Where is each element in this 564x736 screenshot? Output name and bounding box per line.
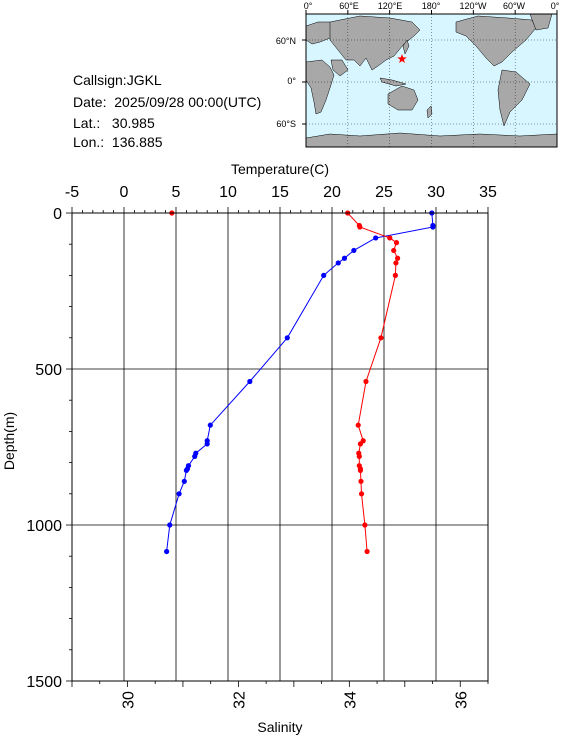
top-axis-title: Temperature(C) bbox=[231, 161, 329, 177]
top-axis-tick-label: 5 bbox=[172, 184, 181, 201]
temperature-point bbox=[341, 255, 348, 261]
top-axis-tick-label: 0 bbox=[120, 184, 129, 201]
salinity-point bbox=[362, 522, 368, 528]
map-label-eq: 0° bbox=[287, 76, 296, 86]
map-label-0e: 0° bbox=[304, 1, 313, 11]
star-icon bbox=[397, 54, 407, 63]
y-axis-tick-label: 1500 bbox=[26, 674, 62, 691]
top-axis-tick-label: -5 bbox=[65, 184, 79, 201]
longitude-label: Lon.: 136.885 bbox=[73, 134, 163, 150]
callsign-label: Callsign:JGKL bbox=[73, 72, 162, 88]
map-label-180: 180° bbox=[422, 1, 441, 11]
top-axis-tick-label: 10 bbox=[219, 184, 237, 201]
map-land-arabia bbox=[330, 59, 349, 77]
temperature-point bbox=[192, 453, 198, 459]
temperature-point bbox=[351, 247, 357, 254]
y-axis-tick-label: 1000 bbox=[26, 518, 62, 535]
y-axis-tick-label: 500 bbox=[35, 362, 62, 379]
temperature-point bbox=[321, 272, 327, 278]
temperature-point bbox=[204, 441, 210, 447]
map-ticks bbox=[302, 10, 558, 125]
temperature-line bbox=[166, 212, 434, 552]
map-label-60n: 60°N bbox=[276, 36, 296, 46]
salinity-point bbox=[393, 260, 399, 266]
temperature-point bbox=[207, 422, 213, 428]
salinity-point bbox=[391, 247, 397, 254]
salinity-point bbox=[393, 240, 400, 246]
map-land bbox=[305, 13, 558, 148]
salinity-point bbox=[357, 467, 364, 473]
temperature-point bbox=[183, 467, 189, 473]
map-land-japan bbox=[402, 39, 410, 55]
bottom-axis-title: Salinity bbox=[257, 719, 302, 735]
salinity-point bbox=[364, 548, 370, 555]
temperature-point bbox=[373, 235, 379, 241]
bottom-axis-tick-label: 30 bbox=[120, 691, 137, 709]
temperature-point bbox=[247, 378, 253, 385]
map-land-south-america bbox=[497, 69, 531, 127]
map-land-africa bbox=[305, 59, 335, 115]
temperature-point bbox=[164, 548, 170, 555]
temperature-point bbox=[430, 224, 436, 230]
top-axis-tick-label: 25 bbox=[375, 184, 393, 201]
bottom-axis-tick-label: 36 bbox=[453, 691, 470, 709]
salinity-point bbox=[378, 335, 384, 341]
salinity-point bbox=[358, 491, 365, 497]
top-axis-tick-label: 35 bbox=[479, 184, 497, 201]
world-map: 0° 60°E 120°E 180° 120°W 60°W 0° 60°N 0°… bbox=[276, 1, 560, 148]
latitude-label: Lat.: 30.985 bbox=[73, 115, 155, 131]
temperature-point bbox=[335, 260, 341, 266]
y-axis-tick-label: 0 bbox=[53, 206, 62, 223]
bottom-axis-tick-label: 34 bbox=[342, 691, 359, 709]
salinity-point bbox=[394, 255, 401, 261]
salinity-point bbox=[363, 378, 369, 385]
map-land-asia bbox=[329, 15, 421, 71]
salinity-point bbox=[357, 224, 363, 230]
map-label-120e: 120°E bbox=[378, 1, 403, 11]
plot-frame bbox=[71, 212, 489, 682]
date-label: Date: 2025/09/28 00:00(UTC) bbox=[73, 94, 262, 110]
salinity-point bbox=[356, 453, 362, 459]
map-label-120w: 120°W bbox=[459, 1, 487, 11]
salinity-point bbox=[357, 441, 364, 447]
temperature-point bbox=[181, 478, 187, 484]
top-axis-tick-label: 15 bbox=[271, 184, 289, 201]
map-land-newzealand bbox=[426, 105, 433, 119]
map-land-north-america bbox=[455, 15, 537, 67]
salinity-point bbox=[355, 422, 361, 428]
top-axis-tick-label: 30 bbox=[427, 184, 445, 201]
bottom-axis-tick-label: 32 bbox=[231, 691, 248, 709]
temperature-point bbox=[284, 335, 290, 341]
salinity-point bbox=[358, 478, 364, 484]
temperature-point bbox=[167, 522, 173, 528]
y-axis-title: Depth(m) bbox=[1, 412, 17, 470]
salinity-point bbox=[392, 272, 398, 278]
map-label-60e: 60°E bbox=[339, 1, 359, 11]
map-label-0w: 0° bbox=[551, 1, 560, 11]
map-label-60s: 60°S bbox=[276, 119, 296, 129]
top-axis-tick-label: 20 bbox=[323, 184, 341, 201]
salinity-point bbox=[387, 235, 393, 241]
map-label-60w: 60°W bbox=[503, 1, 526, 11]
temperature-point bbox=[176, 491, 182, 497]
